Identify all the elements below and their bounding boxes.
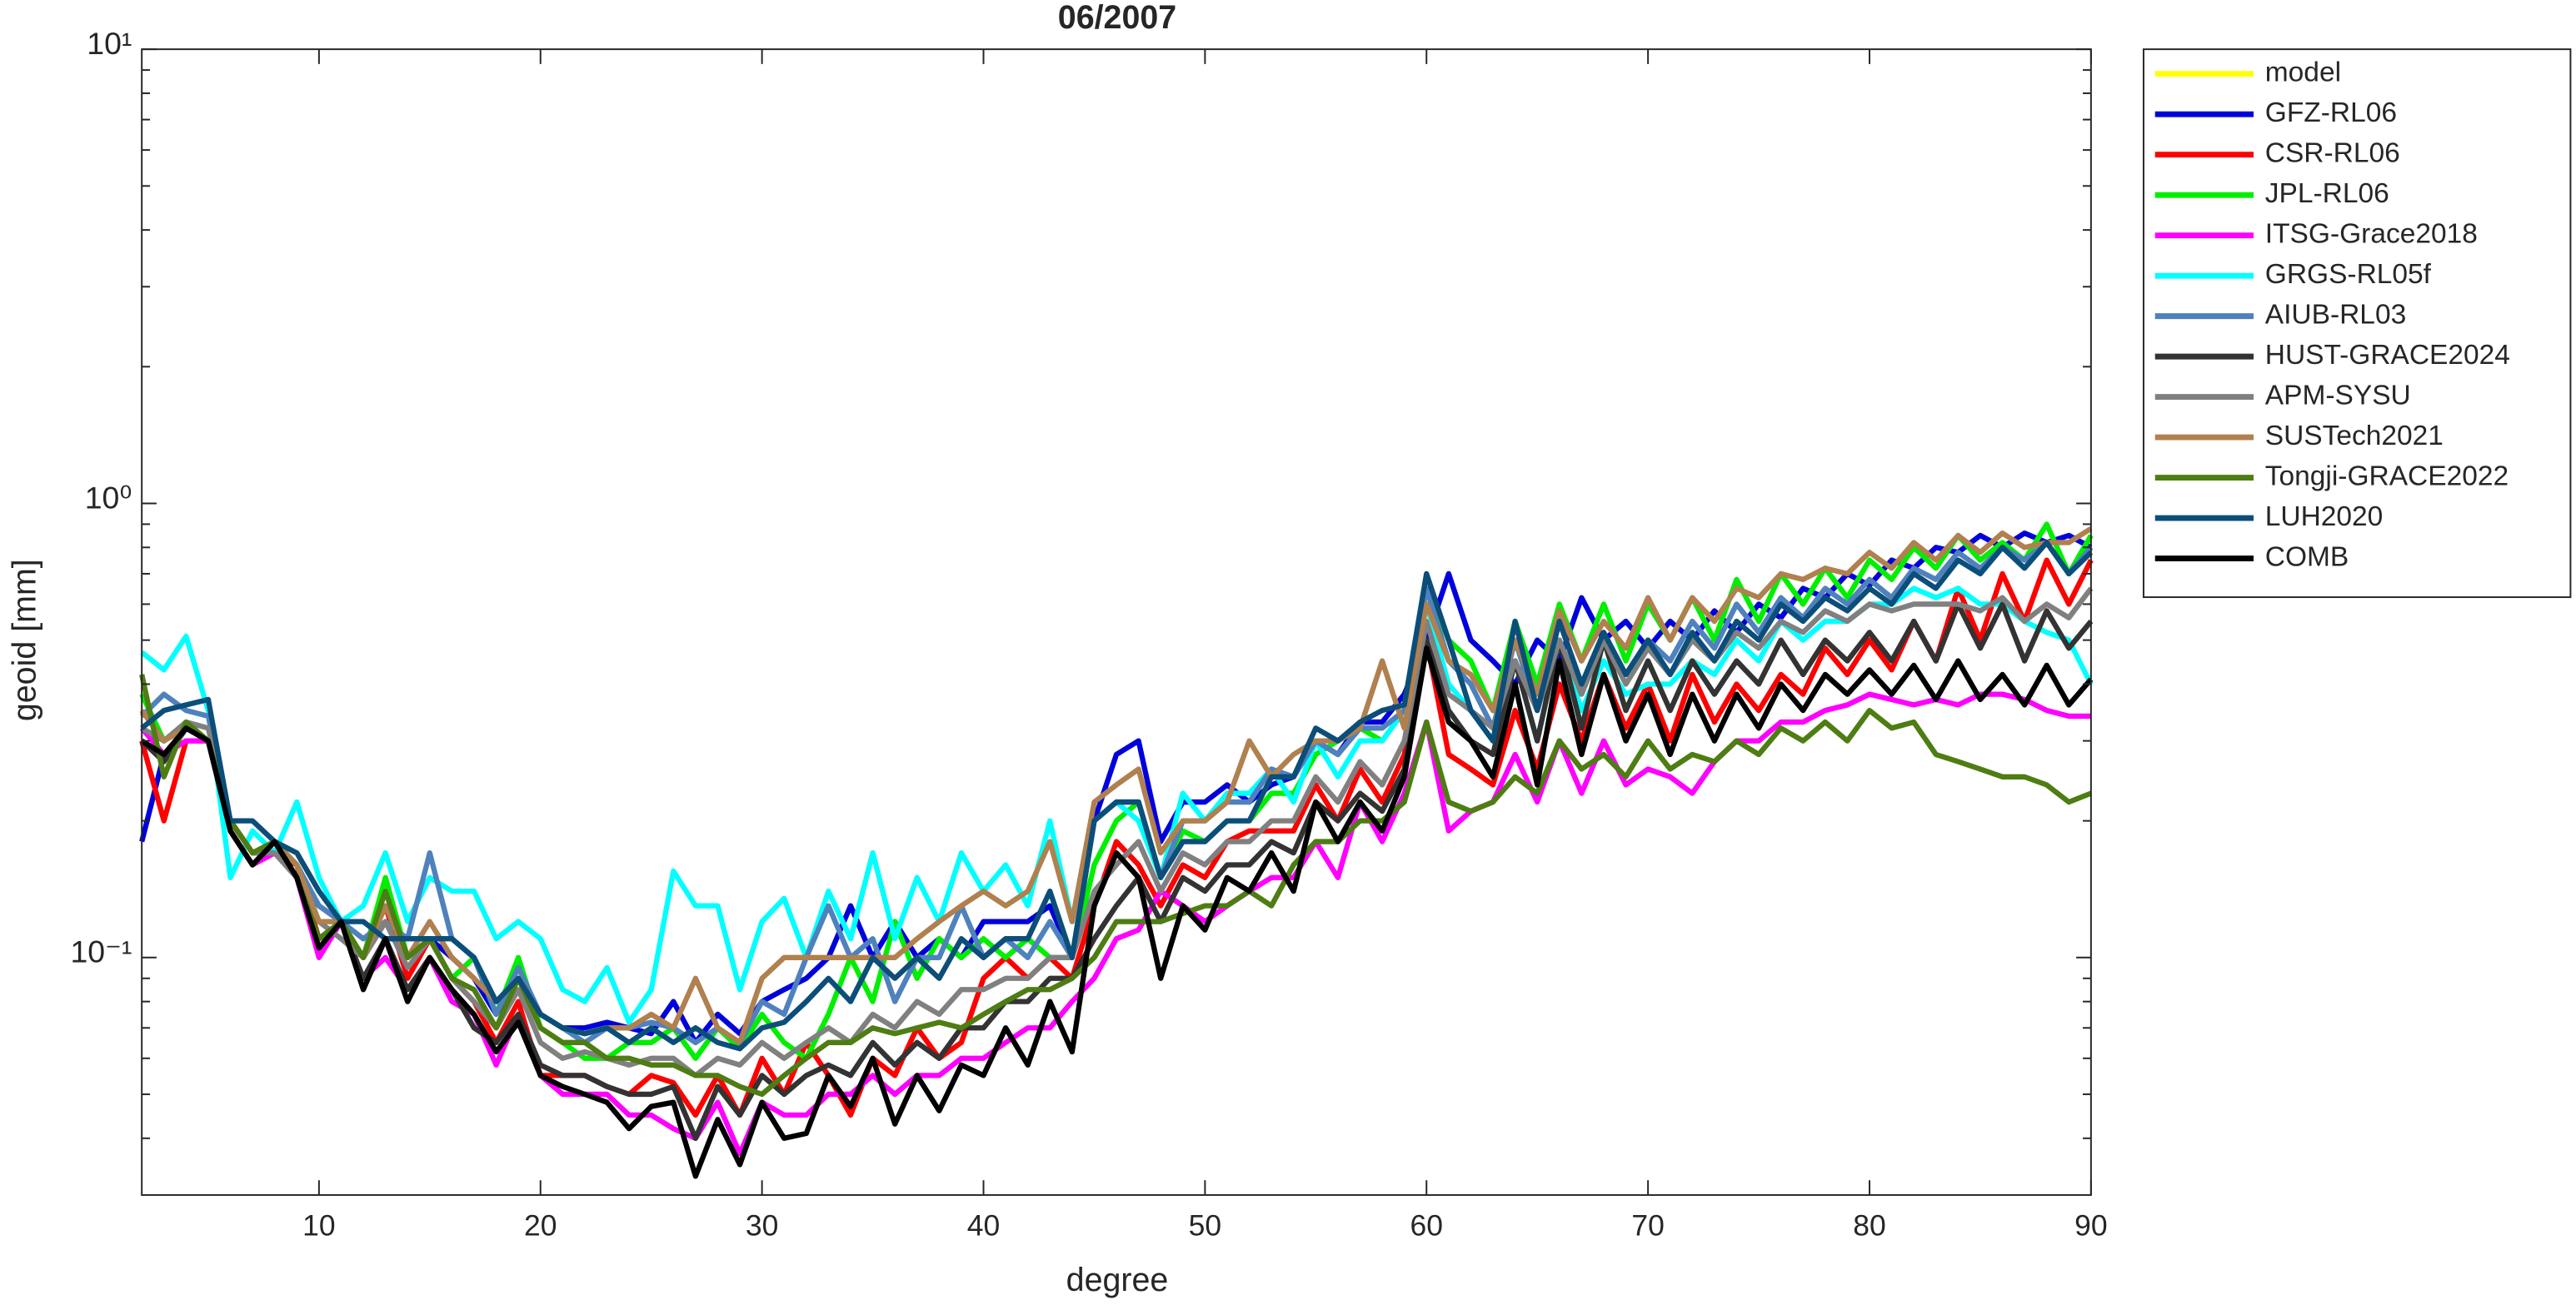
- legend-label: GRGS-RL05f: [2265, 259, 2432, 290]
- legend-label: COMB: [2265, 541, 2349, 572]
- legend-label: Tongji-GRACE2022: [2265, 461, 2509, 491]
- legend-box: [2142, 48, 2572, 599]
- x-tick-label: 70: [1631, 1209, 1664, 1243]
- x-tick-label: 60: [1410, 1209, 1443, 1243]
- legend-label: CSR-RL06: [2265, 138, 2400, 169]
- series-line: [140, 601, 2094, 1141]
- x-tick-label: 20: [524, 1209, 557, 1243]
- legend-label: JPL-RL06: [2265, 178, 2389, 209]
- legend-label: HUST-GRACE2024: [2265, 340, 2510, 371]
- x-tick-label: 90: [2074, 1209, 2107, 1243]
- x-axis-label: degree: [1066, 1262, 1169, 1298]
- x-tick-label: 30: [746, 1209, 778, 1243]
- y-tick-label: 10¹: [87, 26, 132, 61]
- axes-box: [141, 48, 2092, 1196]
- x-tick-label: 50: [1189, 1209, 1221, 1243]
- x-tick-label: 10: [302, 1209, 335, 1243]
- y-axis-label: geoid [mm]: [7, 559, 43, 721]
- legend-label: SUSTech2021: [2265, 421, 2444, 451]
- series-line: [139, 526, 2093, 1045]
- legend-label: APM-SYSU: [2265, 380, 2411, 411]
- series-line: [140, 540, 2094, 1052]
- chart-title: 06/2007: [1058, 0, 1176, 36]
- legend-label: AIUB-RL03: [2265, 299, 2406, 330]
- series-line: [140, 586, 2094, 1078]
- x-tick-label: 80: [1853, 1209, 1885, 1243]
- legend-label: model: [2265, 57, 2341, 88]
- legend-label: ITSG-Grace2018: [2265, 218, 2478, 249]
- legend-label: GFZ-RL06: [2265, 97, 2397, 128]
- series-line: [140, 645, 2094, 1179]
- y-tick-label: 10⁻¹: [70, 934, 132, 969]
- y-tick-label: 10⁰: [85, 480, 132, 515]
- series-line: [139, 674, 2093, 1098]
- x-tick-label: 40: [967, 1209, 1000, 1243]
- legend-label: LUH2020: [2265, 501, 2384, 532]
- series-line: [139, 521, 2094, 1061]
